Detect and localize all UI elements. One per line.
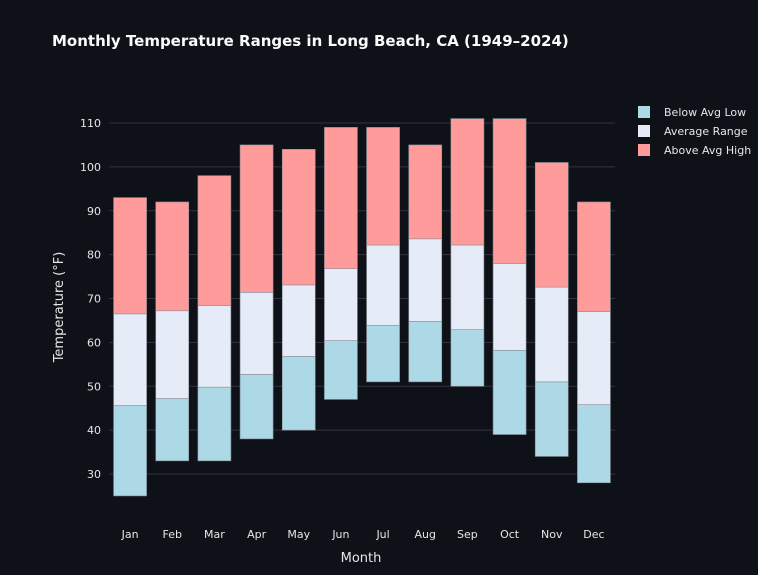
bar-below-avg-low-may [281, 356, 316, 431]
bar-below-avg-low-nov [534, 381, 569, 457]
bar-above-avg-high-dec [577, 201, 611, 312]
bar-above-avg-high-jun [324, 127, 358, 269]
bar-below-avg-low-apr [239, 374, 274, 440]
legend-swatch [638, 106, 650, 118]
bar-above-avg-high-feb [155, 201, 190, 312]
bar-below-avg-low-sep [450, 329, 485, 387]
bar-average-range-jun [324, 268, 358, 341]
bar-average-range-apr [239, 292, 274, 375]
axis-layer: 30 40 50 60 70 80 90 100 110 Jan Feb Mar Apr May Jun Ju… [80, 117, 605, 541]
x-tick-label: Mar [204, 528, 225, 541]
bar-above-avg-high-aug [408, 144, 443, 240]
chart-title: Monthly Temperature Ranges in Long Beach… [52, 32, 569, 50]
bar-average-range-jul [366, 244, 400, 326]
legend-swatch [638, 144, 650, 156]
x-tick-label: Apr [247, 528, 267, 541]
x-axis-title: Month [341, 551, 382, 566]
x-tick-label: Nov [541, 528, 563, 541]
bar-below-avg-low-jul [366, 324, 400, 383]
bar-above-avg-high-nov [534, 162, 569, 288]
x-tick-label: Jul [375, 528, 389, 541]
bar-above-avg-high-jul [366, 127, 400, 246]
legend: Below Avg Low Average Range Above Avg High [638, 106, 751, 157]
y-tick-label: 60 [87, 336, 101, 349]
bar-average-range-dec [577, 311, 611, 405]
bar-above-avg-high-may [281, 149, 316, 286]
bar-below-avg-low-feb [155, 398, 190, 462]
legend-swatch [638, 125, 650, 137]
bar-below-avg-low-mar [197, 386, 232, 462]
bar-above-avg-high-apr [239, 144, 274, 293]
bar-average-range-aug [408, 238, 443, 322]
y-tick-label: 40 [87, 424, 101, 437]
bar-below-avg-low-aug [408, 321, 443, 383]
y-tick-label: 80 [87, 249, 101, 262]
bar-above-avg-high-mar [197, 175, 232, 306]
x-tick-label: Aug [415, 528, 436, 541]
bar-above-avg-high-oct [492, 118, 527, 264]
bar-average-range-nov [534, 286, 569, 383]
bar-average-range-sep [450, 244, 485, 330]
bar-average-range-feb [155, 310, 190, 399]
bar-average-range-oct [492, 263, 527, 351]
x-tick-label: Jan [121, 528, 139, 541]
bar-layer [113, 118, 611, 497]
legend-label: Above Avg High [664, 144, 751, 157]
bar-above-avg-high-sep [450, 118, 485, 246]
legend-label: Below Avg Low [664, 106, 746, 119]
x-tick-label: Jun [331, 528, 349, 541]
legend-label: Average Range [664, 125, 748, 138]
x-tick-label: Dec [583, 528, 604, 541]
x-tick-label: Sep [457, 528, 478, 541]
y-tick-label: 110 [80, 117, 101, 130]
bar-below-avg-low-jan [113, 405, 147, 497]
x-tick-label: May [287, 528, 310, 541]
bar-below-avg-low-dec [577, 404, 611, 484]
bar-average-range-jan [113, 313, 147, 406]
x-tick-label: Oct [500, 528, 520, 541]
bar-above-avg-high-jan [113, 197, 147, 315]
bar-below-avg-low-jun [324, 340, 358, 400]
bar-below-avg-low-oct [492, 349, 527, 435]
grid-layer [109, 122, 615, 475]
bar-average-range-mar [197, 305, 232, 388]
y-tick-label: 30 [87, 468, 101, 481]
y-tick-label: 90 [87, 205, 101, 218]
y-tick-label: 100 [80, 161, 101, 174]
y-axis-title: Temperature (°F) [52, 252, 67, 364]
bar-average-range-may [281, 284, 316, 357]
x-tick-label: Feb [163, 528, 182, 541]
y-tick-label: 50 [87, 380, 101, 393]
y-tick-label: 70 [87, 293, 101, 306]
